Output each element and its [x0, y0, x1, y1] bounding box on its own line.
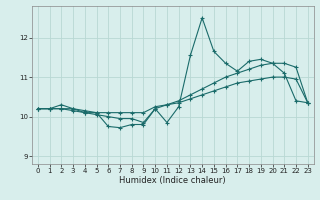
X-axis label: Humidex (Indice chaleur): Humidex (Indice chaleur)	[119, 176, 226, 185]
